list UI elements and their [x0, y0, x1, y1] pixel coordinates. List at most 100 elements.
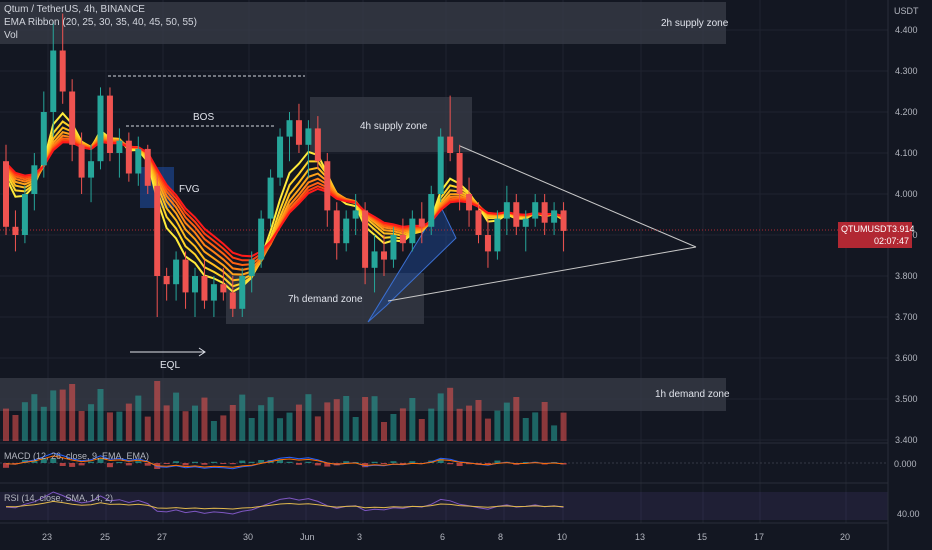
macd-histogram-bar	[135, 461, 142, 463]
candle-body	[220, 284, 227, 293]
volume-bar	[428, 408, 435, 441]
macd-histogram-bar	[437, 458, 444, 463]
symbol-title[interactable]: Qtum / TetherUS, 4h, BINANCE	[4, 4, 145, 15]
macd-histogram-bar	[210, 461, 217, 463]
volume-bar	[163, 405, 170, 441]
price-unit: USDT	[894, 6, 919, 16]
rsi-label[interactable]: RSI (14, close, SMA, 14, 2)	[4, 493, 114, 503]
volume-bar	[532, 412, 539, 441]
time-tick: 6	[440, 532, 445, 542]
macd-histogram-bar	[220, 463, 227, 464]
macd-histogram-bar	[116, 462, 123, 463]
candle-body	[437, 136, 444, 194]
volume-bar	[437, 393, 444, 441]
volume-bar	[362, 397, 369, 441]
volume-bar	[418, 419, 425, 441]
price-tick: 3.500	[895, 394, 918, 404]
price-tick: 4.400	[895, 25, 918, 35]
volume-bar	[69, 384, 76, 441]
macd-histogram-bar	[258, 460, 265, 463]
candle-body	[532, 202, 539, 219]
candle-body	[428, 194, 435, 227]
candle-body	[295, 120, 302, 145]
candle-body	[173, 259, 180, 285]
macd-label[interactable]: MACD (12, 26, close, 9, EMA, EMA)	[4, 451, 150, 461]
volume-bar	[78, 411, 85, 441]
volume-bar	[220, 415, 227, 441]
price-tick: 3.800	[895, 271, 918, 281]
macd-histogram-bar	[182, 463, 189, 466]
macd-histogram-bar	[59, 463, 66, 466]
candle-body	[3, 161, 9, 227]
volume-bar	[314, 416, 321, 441]
candle-body	[229, 292, 236, 309]
price-tick: 3.600	[895, 353, 918, 363]
volume-bar	[409, 398, 416, 441]
candle-body	[409, 218, 416, 244]
volume-bar	[466, 405, 473, 441]
candle-body	[163, 276, 170, 285]
volume-bar	[447, 387, 454, 441]
volume-bar	[97, 389, 104, 441]
rsi-axis-value: 40.00	[897, 509, 920, 519]
candle-body	[418, 218, 425, 227]
time-tick: 25	[100, 532, 110, 542]
supply-zone-2h[interactable]	[0, 2, 726, 44]
volume-bar	[154, 381, 161, 441]
rising-channel[interactable]	[367, 203, 457, 323]
candle-body	[192, 276, 198, 293]
macd-histogram-bar	[50, 458, 57, 463]
candle-body	[135, 148, 142, 174]
price-axis[interactable]: 4.4004.3004.2004.1004.0003.9003.8003.700…	[895, 25, 918, 445]
time-axis[interactable]: 23 25 27 30 Jun 3 6 8 10 13 15 17 20	[42, 532, 850, 542]
volume-bar	[106, 412, 113, 441]
macd-histogram-bar	[40, 459, 47, 463]
price-tick: 4.100	[895, 148, 918, 158]
volume-bar	[3, 408, 9, 441]
time-tick: Jun	[300, 532, 315, 542]
candle-body	[69, 91, 76, 145]
volume-bar	[551, 425, 558, 441]
macd-histogram-bar	[295, 463, 302, 465]
triangle-upper-line[interactable]	[459, 145, 697, 248]
time-tick: 10	[557, 532, 567, 542]
candle-body	[21, 194, 28, 235]
triangle-lower-line[interactable]	[387, 246, 697, 302]
volume-indicator-label[interactable]: Vol	[4, 30, 18, 41]
rsi-pane	[5, 491, 564, 515]
candle-body	[258, 218, 265, 260]
volume-bar	[560, 412, 567, 441]
macd-histogram-bar	[12, 463, 19, 464]
ema-indicator-label[interactable]: EMA Ribbon (20, 25, 30, 35, 40, 45, 50, …	[4, 17, 197, 28]
volume-bar	[503, 402, 510, 441]
volume-bar	[390, 414, 397, 441]
time-tick: 23	[42, 532, 52, 542]
candle-body	[286, 120, 293, 137]
candle-body	[210, 284, 217, 301]
candle-body	[305, 128, 312, 145]
candle-body	[144, 148, 151, 186]
eql-arrow-head	[198, 347, 206, 357]
volume-bar	[135, 395, 142, 441]
volume-bar	[484, 418, 491, 441]
macd-histogram-bar	[466, 463, 473, 465]
price-tick: 4.300	[895, 66, 918, 76]
candle-body	[182, 259, 189, 293]
volume-bar	[286, 412, 293, 441]
supply-zone-4h[interactable]	[310, 97, 472, 152]
price-tick: 3.700	[895, 312, 918, 322]
macd-histogram-bar	[484, 463, 491, 465]
demand-zone-7h[interactable]	[226, 273, 424, 324]
candle-body	[352, 210, 359, 219]
candle-body	[475, 210, 482, 235]
macd-histogram-bar	[286, 461, 293, 463]
volume-bar	[125, 403, 132, 441]
macd-histogram-bar	[31, 460, 38, 463]
macd-histogram-bar	[144, 463, 151, 466]
macd-histogram-bar	[229, 463, 236, 465]
volume-bar	[343, 396, 350, 441]
volume-bar	[258, 405, 265, 441]
volume-bar	[182, 411, 189, 441]
